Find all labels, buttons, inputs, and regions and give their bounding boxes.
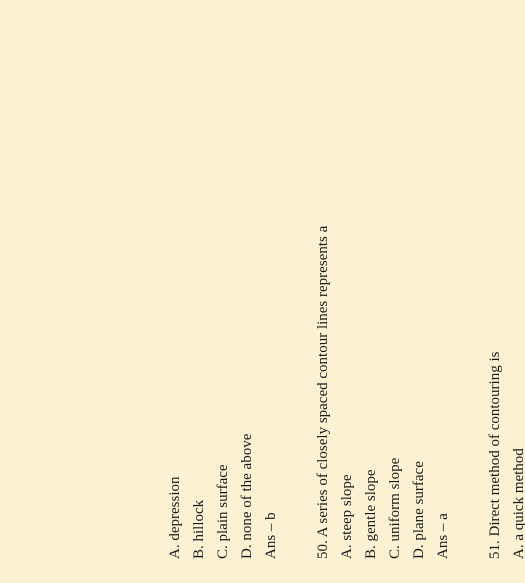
answer-line: Ans – a xyxy=(436,0,451,559)
question-line: 50. A series of closely spaced contour l… xyxy=(316,0,331,559)
page-background: A. depression B. hillock C. plain surfac… xyxy=(0,0,525,583)
spacer xyxy=(288,0,316,559)
option-line: C. plain surface xyxy=(216,0,231,559)
option-line: A. steep slope xyxy=(340,0,355,559)
option-line: A. depression xyxy=(168,0,183,559)
option-line: A. a quick method xyxy=(512,0,525,559)
option-line: D. plane surface xyxy=(412,0,427,559)
rotated-text-block: A. depression B. hillock C. plain surfac… xyxy=(0,0,525,583)
answer-line: Ans – b xyxy=(264,0,279,559)
question-line: 51. Direct method of contouring is xyxy=(488,0,503,559)
option-line: B. hillock xyxy=(192,0,207,559)
option-line: B. gentle slope xyxy=(364,0,379,559)
option-line: C. uniform slope xyxy=(388,0,403,559)
option-line: D. none of the above xyxy=(240,0,255,559)
spacer xyxy=(460,0,488,559)
